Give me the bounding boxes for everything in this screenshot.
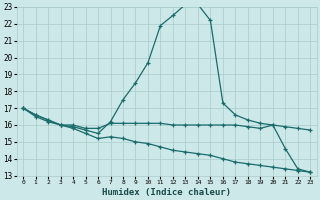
X-axis label: Humidex (Indice chaleur): Humidex (Indice chaleur) xyxy=(102,188,231,197)
